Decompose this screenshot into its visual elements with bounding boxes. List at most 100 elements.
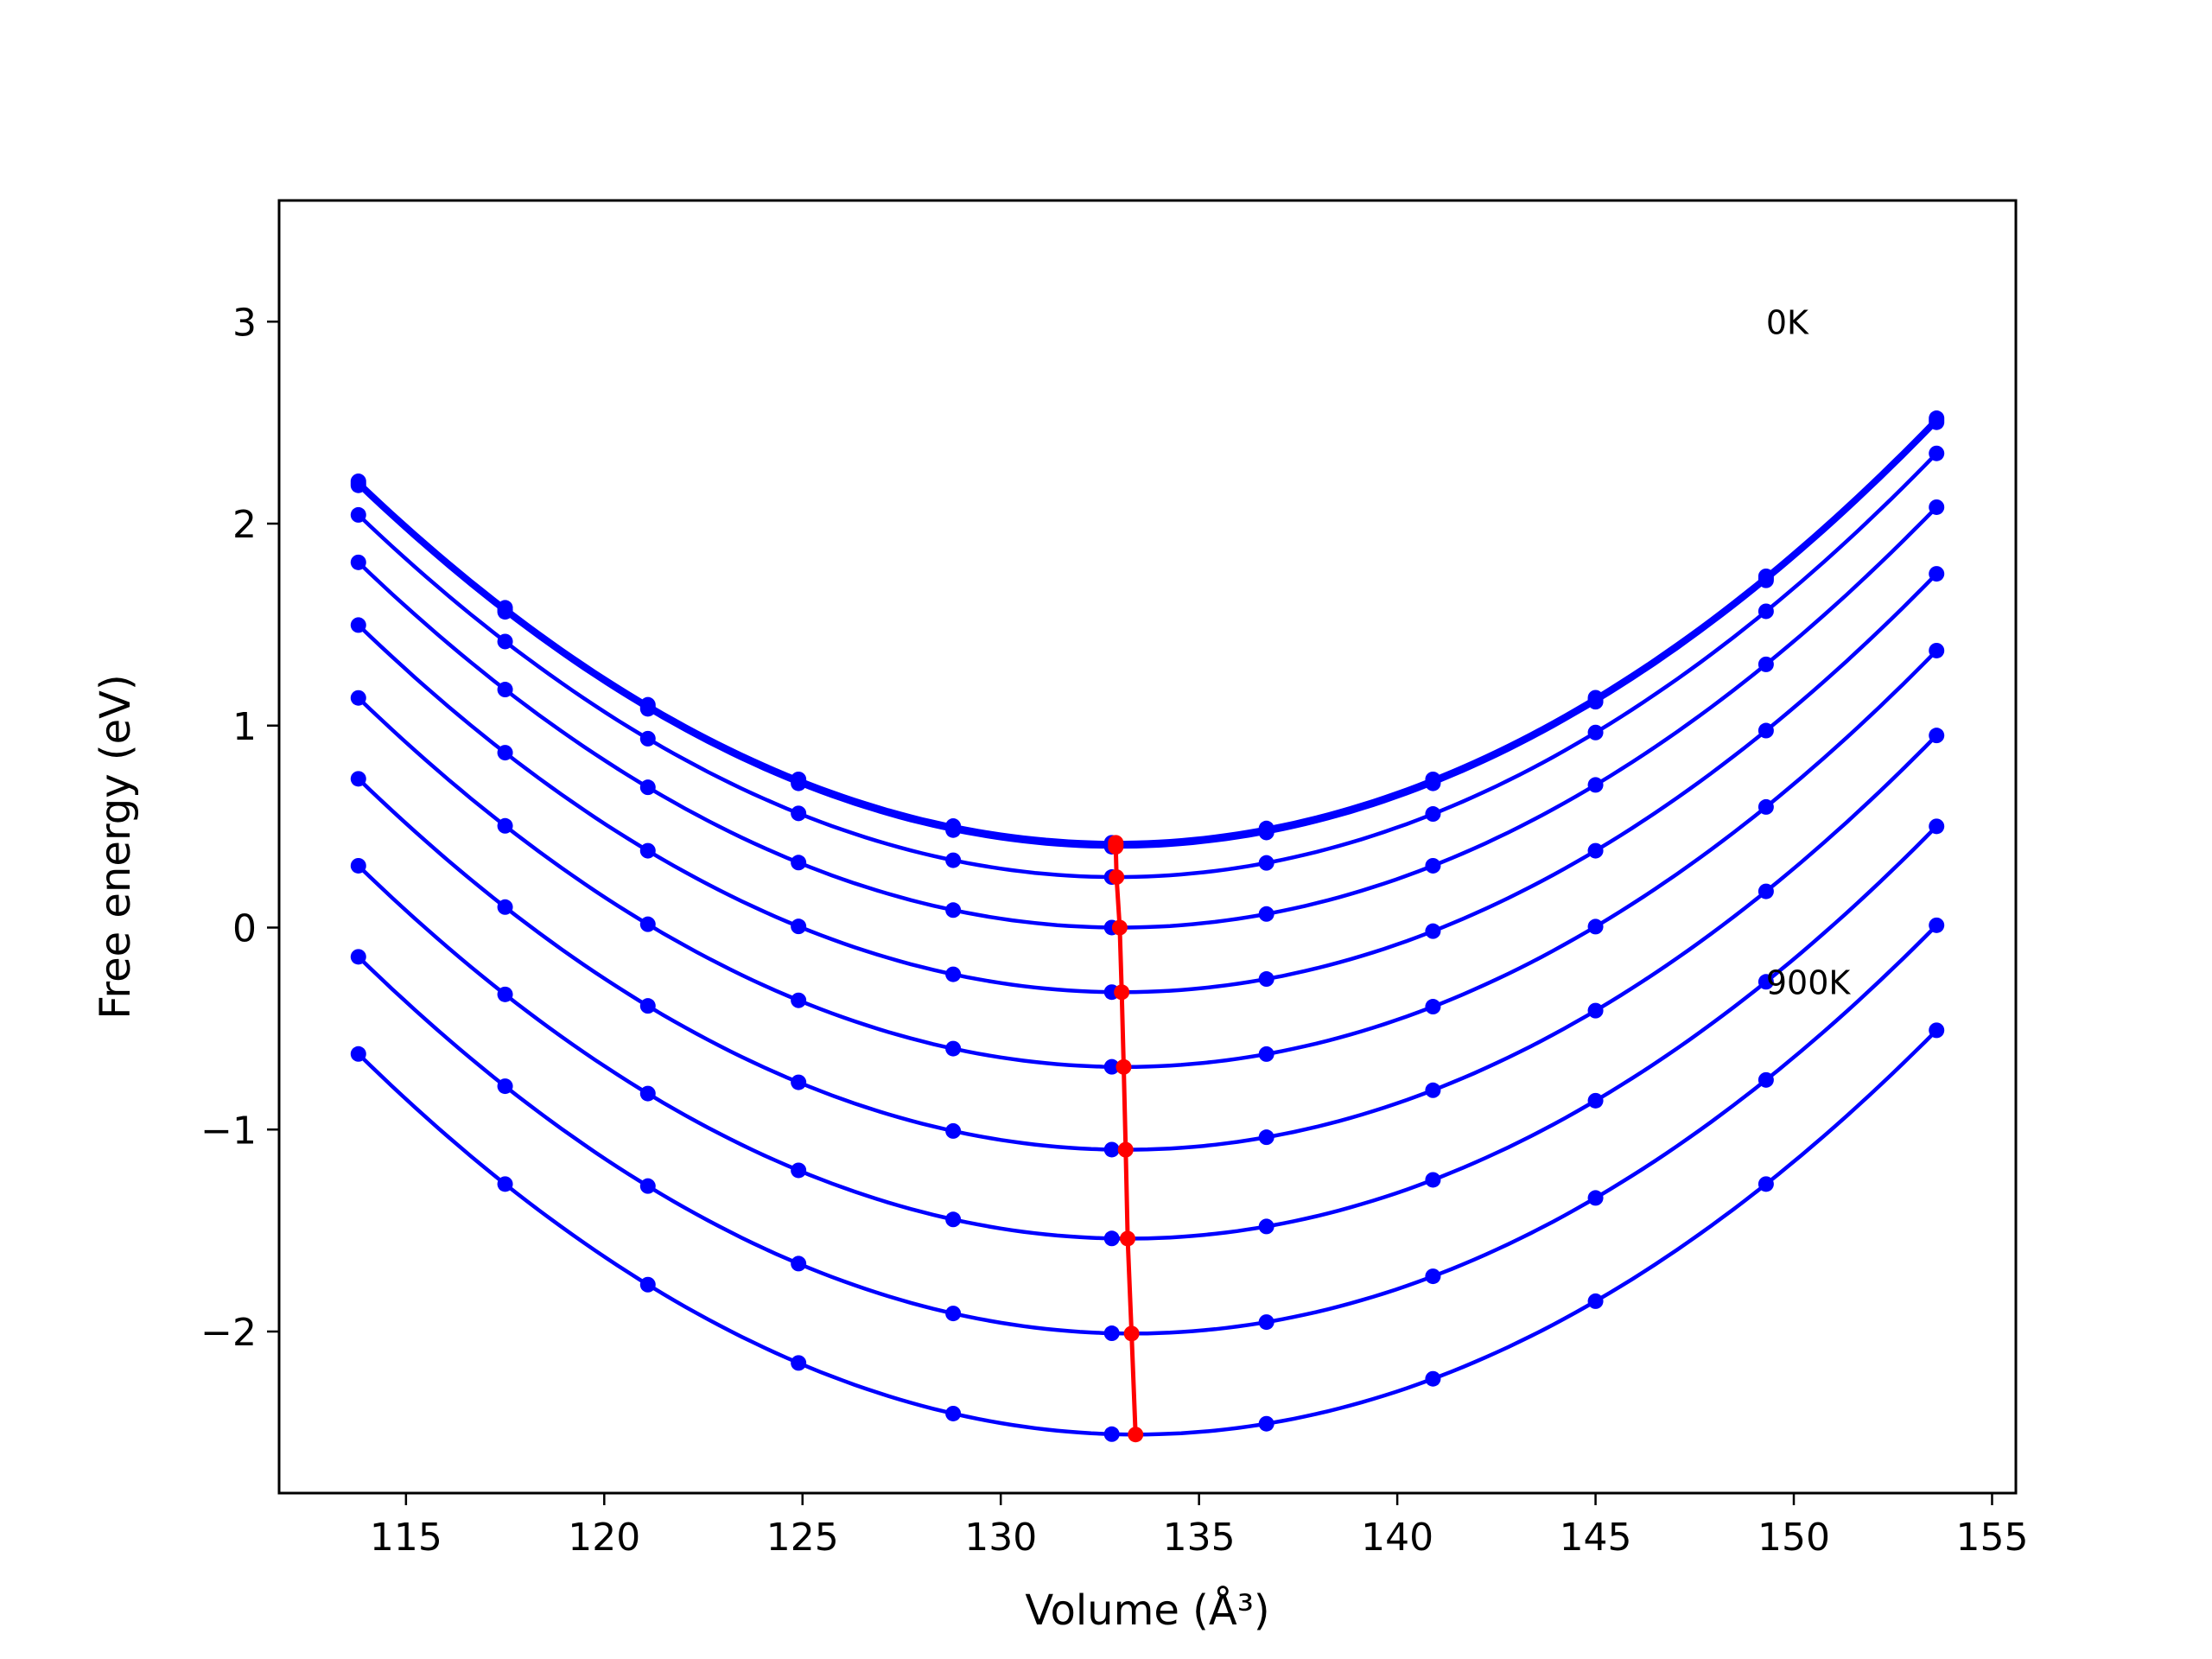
energy-point [1758, 572, 1774, 588]
minimum-point [1123, 1325, 1140, 1342]
energy-point [1758, 1176, 1774, 1192]
energy-point [1425, 923, 1441, 939]
y-tick-label: 2 [232, 503, 257, 547]
energy-point [1258, 824, 1274, 841]
energy-point [1258, 855, 1274, 871]
energy-point [945, 966, 962, 982]
minimum-point [1116, 1058, 1132, 1075]
energy-point [350, 554, 366, 570]
energy-point [1425, 1370, 1441, 1387]
energy-point [791, 1355, 807, 1371]
energy-point [1258, 971, 1274, 988]
energy-curve-5 [357, 572, 1938, 995]
energy-point [945, 1405, 962, 1421]
energy-point [1929, 1022, 1945, 1039]
energy-point [1758, 883, 1774, 899]
energy-point [945, 1306, 962, 1322]
energy-point [639, 916, 656, 932]
energy-point [1929, 728, 1945, 744]
energy-curve-7 [357, 734, 1938, 1152]
energy-point [350, 506, 366, 523]
energy-point [791, 918, 807, 935]
y-tick-label: 1 [232, 705, 257, 749]
energy-point [791, 992, 807, 1008]
energy-point [1258, 1218, 1274, 1235]
energy-point [791, 1255, 807, 1272]
energy-point [1258, 1314, 1274, 1331]
energy-point [639, 730, 656, 747]
x-tick-label: 125 [766, 1516, 839, 1560]
energy-point [350, 617, 366, 633]
energy-point [497, 986, 513, 1002]
energy-curve-4 [357, 505, 1938, 930]
x-tick-label: 150 [1758, 1516, 1830, 1560]
x-tick-label: 130 [964, 1516, 1037, 1560]
energy-point [945, 1122, 962, 1139]
energy-point [1587, 842, 1604, 859]
minimum-point [1109, 869, 1125, 886]
equilibrium-volume-line [1108, 835, 1144, 1443]
y-tick-label: −1 [200, 1109, 257, 1153]
y-tick-label: −2 [200, 1311, 257, 1355]
energy-point [1929, 917, 1945, 933]
energy-point [1258, 906, 1274, 922]
energy-curve-2 [357, 421, 1938, 849]
minimum-point [1117, 1141, 1134, 1158]
energy-curve-8 [357, 824, 1938, 1241]
energy-point [639, 701, 656, 717]
energy-point [1587, 918, 1604, 935]
energy-point [791, 1074, 807, 1090]
energy-point [1587, 1092, 1604, 1109]
energy-point [1587, 724, 1604, 741]
energy-point [1258, 1046, 1274, 1062]
energy-point [639, 1276, 656, 1293]
energy-curve-6 [357, 649, 1938, 1070]
energy-point [945, 902, 962, 918]
energy-point [1758, 656, 1774, 672]
energy-point [1758, 722, 1774, 739]
y-tick-label: 3 [232, 301, 257, 345]
energy-point [1929, 566, 1945, 582]
energy-point [791, 775, 807, 791]
x-tick-label: 140 [1361, 1516, 1433, 1560]
energy-point [1425, 775, 1441, 791]
energy-point [497, 745, 513, 761]
energy-point [639, 842, 656, 859]
energy-point [1425, 1268, 1441, 1285]
energy-point [1758, 974, 1774, 990]
energy-point [1425, 1172, 1441, 1188]
energy-curve-9 [357, 924, 1938, 1336]
energy-point [1929, 818, 1945, 835]
energy-point [497, 633, 513, 650]
energy-point [350, 1046, 366, 1062]
energy-point [1929, 642, 1945, 658]
energy-point [1258, 1415, 1274, 1432]
annotation-900k: 900K [1766, 964, 1852, 1002]
energy-point [791, 1162, 807, 1179]
annotation-0k: 0K [1766, 303, 1809, 341]
energy-point [1587, 777, 1604, 793]
energy-curve-10 [357, 1028, 1938, 1437]
energy-point [1425, 806, 1441, 823]
energy-point [1258, 1129, 1274, 1146]
energy-point [1587, 1293, 1604, 1309]
minimum-point [1120, 1230, 1136, 1247]
energy-point [350, 690, 366, 706]
energy-point [497, 1078, 513, 1095]
x-tick-label: 155 [1955, 1516, 2028, 1560]
y-axis-label: Free energy (eV) [92, 674, 140, 1019]
energy-point [350, 477, 366, 493]
energy-point [945, 852, 962, 868]
energy-point [497, 604, 513, 620]
energy-point [791, 855, 807, 871]
energy-point [639, 998, 656, 1014]
energy-point [1103, 1230, 1120, 1247]
x-tick-label: 115 [370, 1516, 442, 1560]
energy-point [350, 857, 366, 874]
energy-point [945, 1040, 962, 1057]
energy-point [1758, 1071, 1774, 1088]
energy-point [1587, 694, 1604, 710]
energy-point [1587, 1190, 1604, 1206]
energy-point [945, 1211, 962, 1228]
